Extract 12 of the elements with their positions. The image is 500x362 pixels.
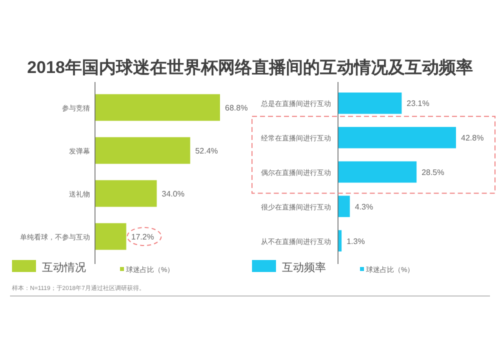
data-label: 17.2% bbox=[131, 232, 154, 242]
text: 互动情况 bbox=[42, 261, 86, 274]
data-label: 4.3% bbox=[354, 202, 374, 212]
text: 互动频率 bbox=[282, 261, 326, 274]
chart-title: 2018年国内球迷在世界杯网络直播间的互动情况及互动频率 bbox=[27, 58, 473, 77]
data-label: 52.4% bbox=[195, 146, 218, 156]
data-label: 34.0% bbox=[162, 190, 184, 198]
data-label: 23.1% bbox=[406, 99, 430, 108]
data-label: 42.8% bbox=[461, 134, 484, 143]
data-label: 1.3% bbox=[346, 236, 365, 246]
data-label: 28.5% bbox=[422, 168, 444, 177]
data-label: 68.8% bbox=[225, 104, 248, 112]
